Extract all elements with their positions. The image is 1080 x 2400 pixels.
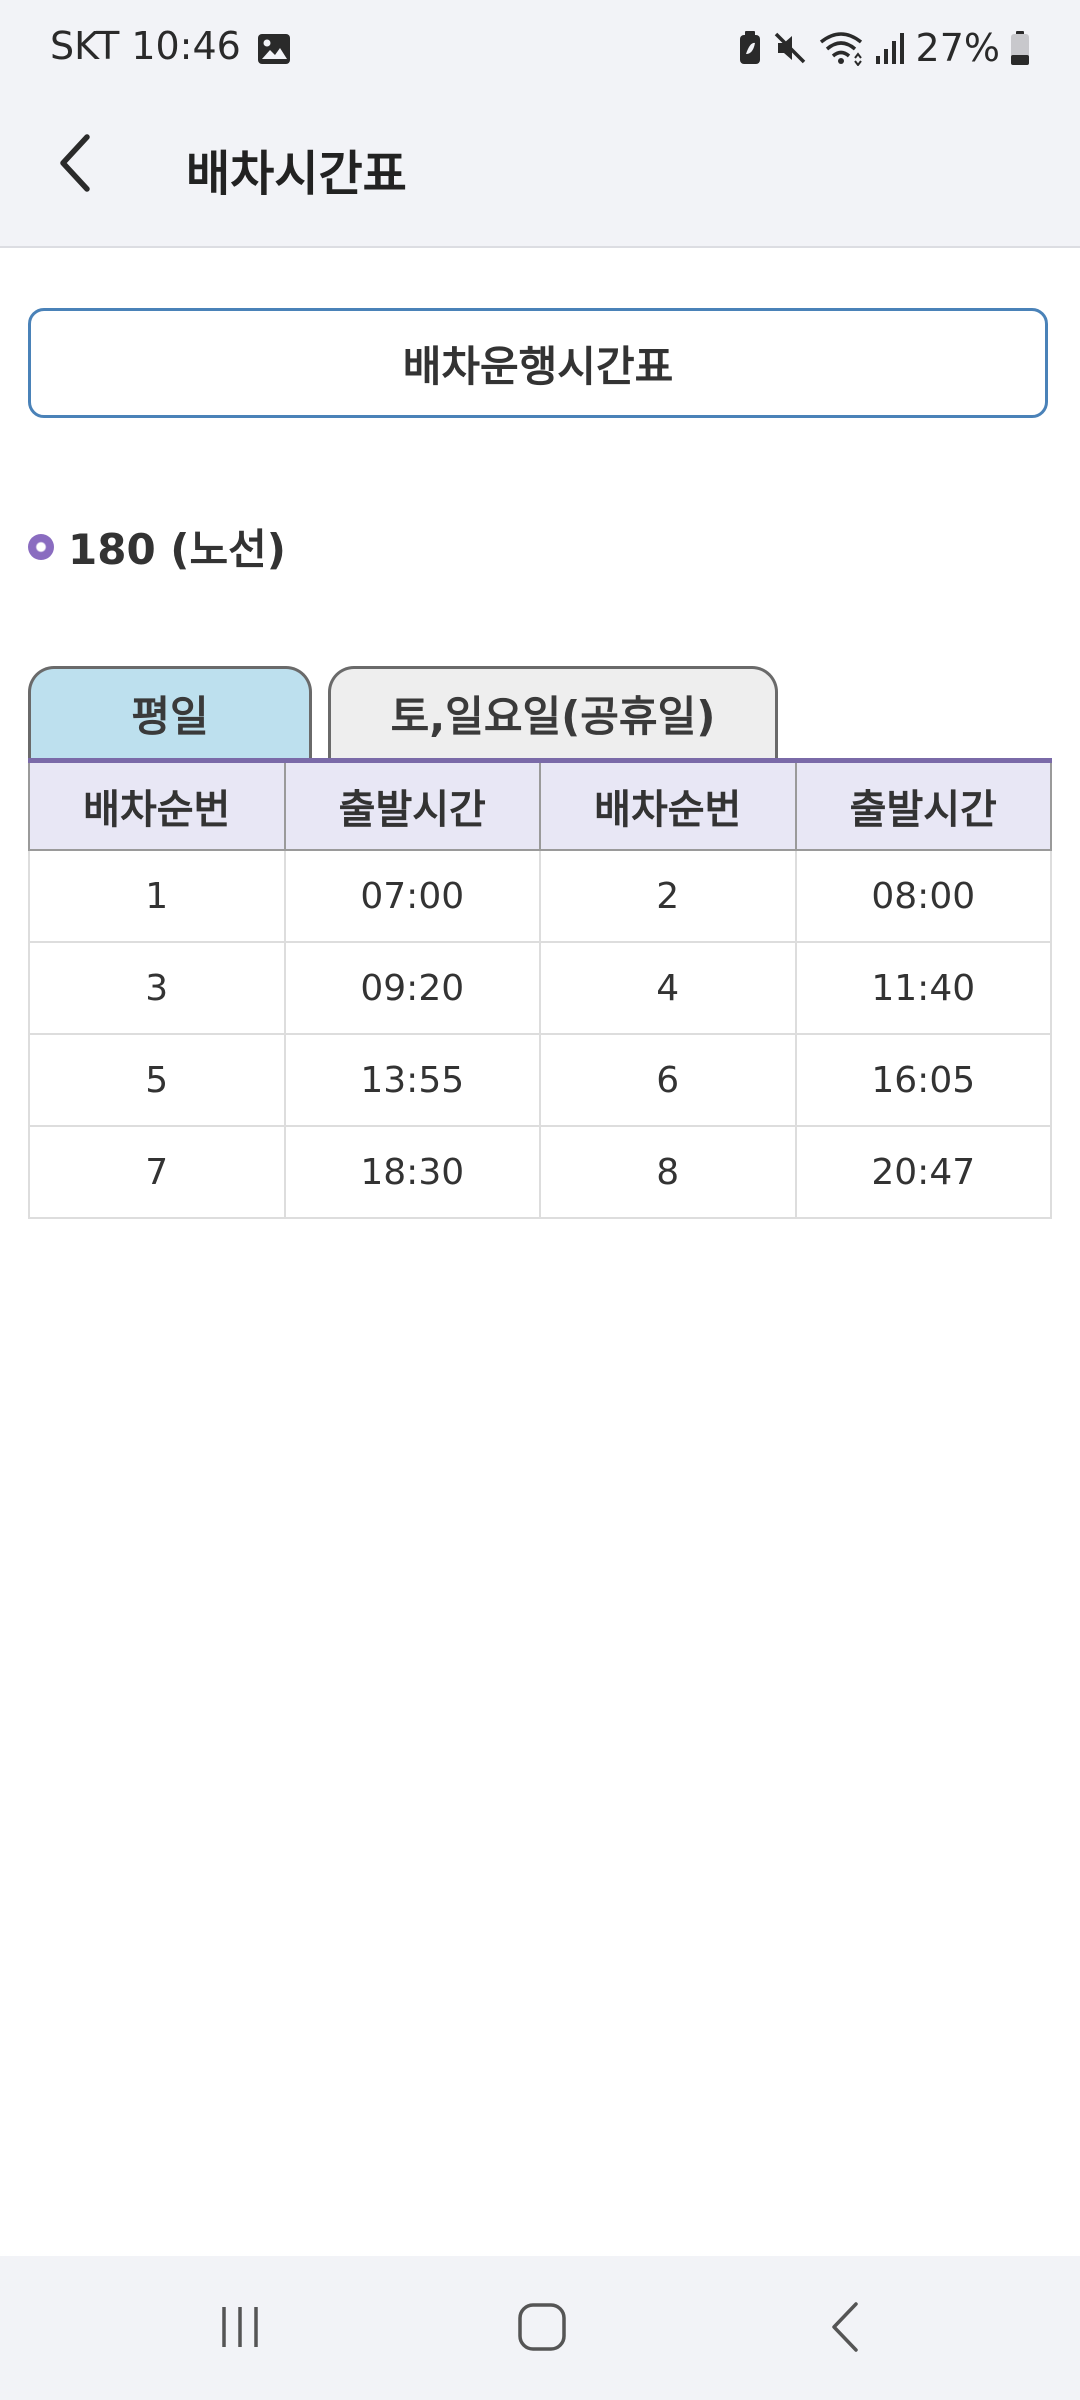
schedule-button[interactable]: 배차운행시간표 (28, 308, 1048, 418)
table-row: 7 18:30 8 20:47 (28, 1125, 1052, 1219)
departure-time-cell: 11:40 (794, 941, 1052, 1035)
departure-time-cell: 20:47 (794, 1125, 1052, 1219)
route-label: 180 (노선) (68, 525, 286, 574)
departure-time-cell: 16:05 (794, 1033, 1052, 1127)
departure-time-cell: 07:00 (283, 849, 541, 943)
dispatch-number-cell: 2 (539, 849, 797, 943)
table-row: 3 09:20 4 11:40 (28, 941, 1052, 1035)
departure-time-cell: 18:30 (283, 1125, 541, 1219)
navigation-bar (0, 2256, 1080, 2400)
carrier-label: SKT (50, 24, 120, 68)
dispatch-number-cell: 1 (28, 849, 286, 943)
back-icon[interactable] (806, 2292, 886, 2362)
dispatch-number-cell: 4 (539, 941, 797, 1035)
app-bar: 배차시간표 (0, 100, 1080, 246)
battery-icon (1010, 30, 1030, 66)
mute-icon (772, 30, 808, 66)
recent-apps-icon[interactable] (200, 2292, 280, 2362)
dispatch-number-cell: 7 (28, 1125, 286, 1219)
status-left: SKT 10:46 (50, 24, 291, 68)
page-title: 배차시간표 (186, 146, 407, 202)
dispatch-number-cell: 3 (28, 941, 286, 1035)
timetable: 배차순번 출발시간 배차순번 출발시간 1 07:00 2 08:00 3 09… (28, 758, 1052, 1219)
dispatch-number-cell: 5 (28, 1033, 286, 1127)
image-icon (257, 30, 291, 64)
table-header-row: 배차순번 출발시간 배차순번 출발시간 (28, 759, 1052, 851)
battery-saver-icon (738, 30, 762, 66)
departure-time-cell: 13:55 (283, 1033, 541, 1127)
battery-percent: 27% (915, 26, 1000, 70)
departure-time-cell: 09:20 (283, 941, 541, 1035)
column-header: 배차순번 (28, 759, 286, 851)
clock: 10:46 (131, 24, 241, 68)
column-header: 출발시간 (794, 759, 1052, 851)
tab-weekend-holiday[interactable]: 토,일요일(공휴일) (328, 666, 778, 758)
dispatch-number-cell: 8 (539, 1125, 797, 1219)
table-row: 5 13:55 6 16:05 (28, 1033, 1052, 1127)
status-right: 27% (738, 26, 1030, 70)
top-area: SKT 10:46 (0, 0, 1080, 248)
bullet-icon (28, 533, 54, 560)
table-row: 1 07:00 2 08:00 (28, 849, 1052, 943)
tab-weekday[interactable]: 평일 (28, 666, 312, 758)
signal-icon (874, 30, 906, 66)
column-header: 출발시간 (283, 759, 541, 851)
wifi-icon (818, 30, 864, 66)
column-header: 배차순번 (539, 759, 797, 851)
home-icon[interactable] (502, 2292, 582, 2362)
status-bar: SKT 10:46 (0, 0, 1080, 100)
departure-time-cell: 08:00 (794, 849, 1052, 943)
back-arrow-icon[interactable] (40, 128, 110, 198)
route-heading: 180 (노선) (28, 516, 286, 577)
dispatch-number-cell: 6 (539, 1033, 797, 1127)
